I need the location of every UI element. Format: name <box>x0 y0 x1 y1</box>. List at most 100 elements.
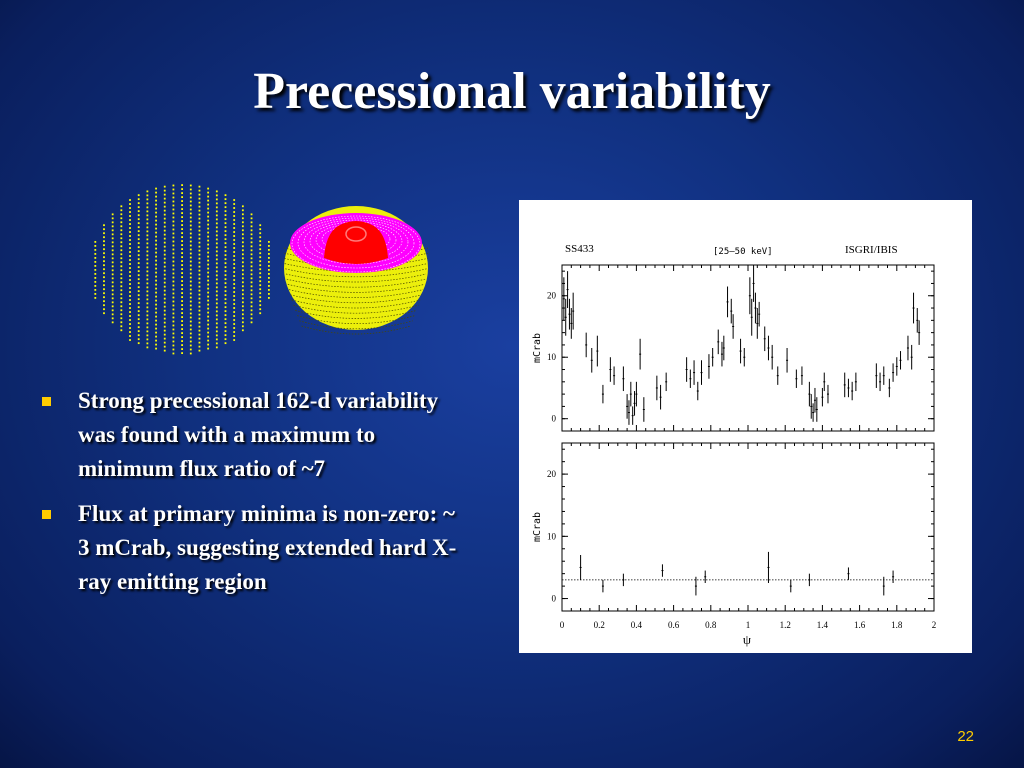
sphere-dot <box>129 287 131 289</box>
sphere-dot <box>155 331 157 334</box>
sphere-dot <box>207 303 210 306</box>
sphere-dot <box>163 293 166 296</box>
sphere-dot <box>233 315 236 317</box>
sphere-dot <box>224 262 227 265</box>
sphere-dot <box>120 237 123 240</box>
sphere-dot <box>181 336 183 338</box>
sphere-dot <box>172 216 175 219</box>
sphere-dot <box>155 335 157 338</box>
sphere-dot <box>155 259 157 262</box>
sphere-dot <box>207 263 210 266</box>
sphere-dot <box>94 285 97 287</box>
sphere-dot <box>155 211 157 214</box>
sphere-dot <box>250 281 253 284</box>
sphere-dot <box>111 257 114 260</box>
sphere-dot <box>155 323 157 326</box>
disk-ring <box>299 320 413 330</box>
sphere-dot <box>198 253 201 256</box>
sphere-dot <box>233 299 236 301</box>
sphere-dot <box>181 268 183 270</box>
sphere-dot <box>146 190 149 193</box>
x-tick-label: 1.4 <box>817 620 829 630</box>
sphere-dot <box>250 249 253 252</box>
sphere-dot <box>155 315 157 318</box>
sphere-dot <box>155 187 157 190</box>
sphere-dot <box>146 338 149 341</box>
sphere-dot <box>259 300 262 303</box>
sphere-dot <box>267 245 270 247</box>
sphere-dot <box>198 345 201 348</box>
sphere-dot <box>189 252 192 255</box>
sphere-dot <box>241 329 244 332</box>
sphere-dot <box>241 297 244 300</box>
sphere-dot <box>129 227 131 229</box>
sphere-dot <box>111 273 114 276</box>
sphere-dot <box>129 323 131 325</box>
sphere-dot <box>241 289 244 292</box>
sphere-dot <box>155 339 157 342</box>
sphere-dot <box>172 220 175 223</box>
sphere-dot <box>181 344 183 346</box>
sphere-dot <box>267 289 270 291</box>
sphere-dot <box>250 233 253 236</box>
sphere-dot <box>146 314 149 317</box>
disk-ring <box>290 294 422 304</box>
sphere-dot <box>155 303 157 306</box>
sphere-dot <box>233 311 236 313</box>
sphere-dot <box>172 224 175 227</box>
sphere-dot <box>103 288 105 291</box>
sphere-dot <box>215 342 218 345</box>
sphere-dot <box>163 185 166 188</box>
sphere-dot <box>163 245 166 248</box>
sphere-dot <box>94 289 97 291</box>
sphere-dot <box>224 326 227 329</box>
sphere-dot <box>146 230 149 233</box>
sphere-dot <box>215 266 218 269</box>
disk-ring <box>286 278 426 288</box>
sphere-dot <box>129 251 131 253</box>
sphere-dot <box>181 320 183 322</box>
sphere-dot <box>146 330 149 333</box>
sphere-dot <box>120 245 123 248</box>
sphere-dot <box>120 249 123 252</box>
sphere-dot <box>207 315 210 318</box>
x-tick-label: 1.6 <box>854 620 866 630</box>
sphere-dot <box>233 251 236 253</box>
sphere-dot <box>129 207 131 209</box>
sphere-dot <box>120 305 123 308</box>
sphere-dot <box>189 308 192 311</box>
sphere-dot <box>163 253 166 256</box>
sphere-dot <box>241 257 244 260</box>
sphere-dot <box>259 224 262 227</box>
sphere-dot <box>103 256 105 259</box>
sphere-dot <box>189 276 192 279</box>
sphere-dot <box>198 225 201 228</box>
sphere-dot <box>129 339 131 341</box>
sphere-dot <box>267 249 270 251</box>
sphere-dot <box>155 231 157 234</box>
sphere-dot <box>215 262 218 265</box>
sphere-dot <box>267 253 270 255</box>
sphere-dot <box>103 308 105 311</box>
sphere-dot <box>233 275 236 277</box>
sphere-dot <box>189 200 192 203</box>
sphere-dot <box>241 317 244 320</box>
sphere-dot <box>129 239 131 241</box>
sphere-dot <box>103 264 105 267</box>
sphere-dot <box>172 348 175 351</box>
sphere-dot <box>137 342 140 345</box>
sphere-dot <box>215 326 218 329</box>
sphere-dot <box>207 251 210 254</box>
sphere-dot <box>259 244 262 247</box>
sphere-dot <box>181 340 183 342</box>
sphere-dot <box>172 312 175 315</box>
sphere-dot <box>241 249 244 252</box>
sphere-dot <box>207 347 210 350</box>
sphere-dot <box>215 258 218 261</box>
sphere-dot <box>259 292 262 295</box>
sphere-dot <box>163 321 166 324</box>
sphere-dot <box>189 212 192 215</box>
sphere-dot <box>224 306 227 309</box>
chart-band-label: [25–50 keV] <box>713 247 773 257</box>
sphere-dot <box>111 269 114 272</box>
